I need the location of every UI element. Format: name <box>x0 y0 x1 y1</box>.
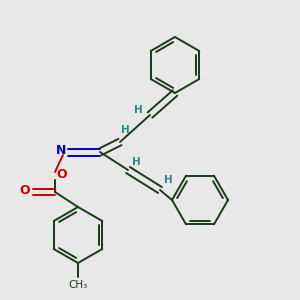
Text: N: N <box>56 145 66 158</box>
Text: H: H <box>164 175 172 185</box>
Text: O: O <box>57 169 67 182</box>
Text: H: H <box>134 105 142 115</box>
Text: H: H <box>132 157 140 167</box>
Text: O: O <box>20 184 30 197</box>
Text: CH₃: CH₃ <box>68 280 88 290</box>
Text: H: H <box>121 125 129 135</box>
